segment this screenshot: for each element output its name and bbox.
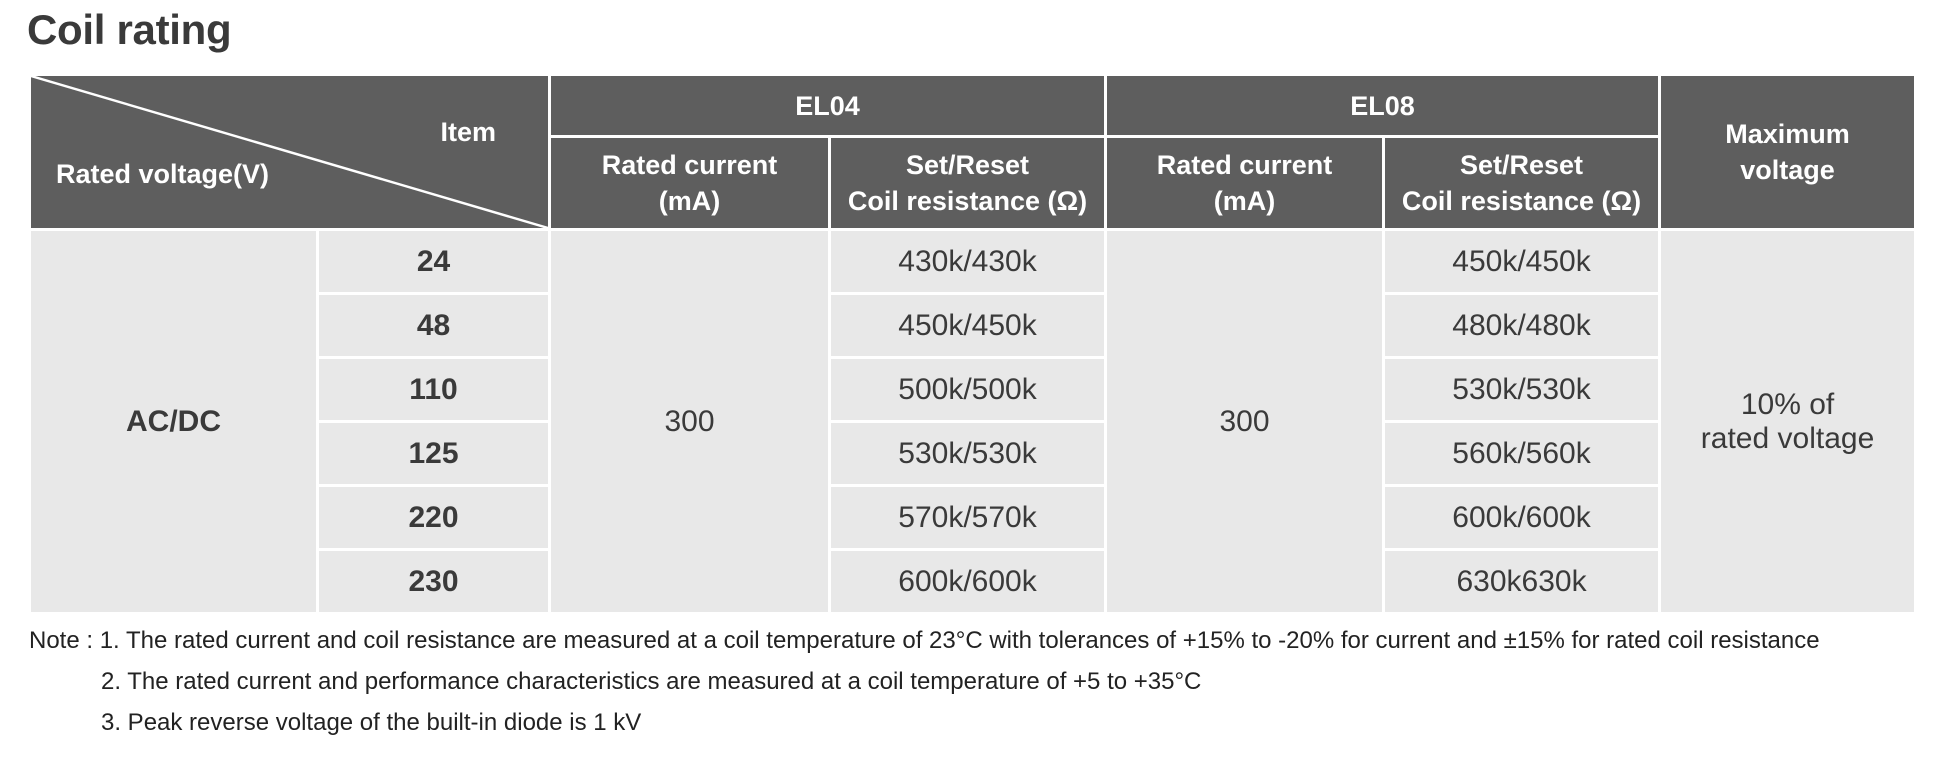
note-3: 3. Peak reverse voltage of the built-in … [101,709,642,736]
diagonal-divider [31,76,548,228]
coil-resistance-line1: Set/Reset [1459,150,1584,180]
rated-voltage-cell: 110 [316,356,551,423]
max-voltage-cell: 10% of rated voltage [1658,228,1918,615]
max-voltage-line2: rated voltage [1700,421,1875,455]
el04-resistance-cell: 430k/430k [827,228,1108,295]
rated-current-line2: (mA) [658,186,721,216]
supply-type-cell: AC/DC [28,228,319,615]
el04-rated-current-header: Rated current (mA) [548,135,831,231]
table-row: 48 450k/450k 480k/480k [30,292,1916,359]
max-voltage-header-line2: voltage [1740,155,1835,185]
rated-voltage-cell: 125 [316,420,551,487]
el04-resistance-cell: 600k/600k [827,548,1108,615]
el08-resistance-cell: 630k630k [1382,548,1662,615]
rated-current-line2: (mA) [1213,186,1276,216]
table-row: 110 500k/500k 530k/530k [30,356,1916,423]
rated-current-line1: Rated current [1156,150,1333,180]
el04-resistance-cell: 450k/450k [827,292,1108,359]
el04-resistance-cell: 570k/570k [827,484,1108,551]
table-row: AC/DC 24 300 430k/430k 300 450k/450k 10%… [28,228,1918,615]
rated-voltage-label: Rated voltage(V) [56,159,270,189]
coil-resistance-line2: Coil resistance (Ω) [847,186,1088,216]
el08-resistance-cell: 600k/600k [1382,484,1662,551]
el08-resistance-cell: 560k/560k [1382,420,1662,487]
note-1: Note : 1. The rated current and coil res… [29,627,1820,654]
table-row: 230 600k/600k 630k630k [30,548,1916,615]
rated-voltage-cell: 230 [316,548,551,615]
el04-resistance-cell: 500k/500k [827,356,1108,423]
coil-resistance-line1: Set/Reset [905,150,1030,180]
rated-voltage-cell: 48 [316,292,551,359]
el08-resistance-cell: 450k/450k [1382,228,1662,295]
table-row: 125 530k/530k 560k/560k [30,420,1916,487]
header-row-columns: Rated current (mA) Set/Reset Coil resist… [30,135,1916,231]
header-corner-cell: Item Rated voltage(V) [28,73,551,231]
rated-current-line1: Rated current [601,150,778,180]
el04-coil-resistance-header: Set/Reset Coil resistance (Ω) [827,135,1108,231]
model-el04-header: EL04 [547,73,1108,138]
coil-resistance-line2: Coil resistance (Ω) [1401,186,1642,216]
rated-voltage-cell: 24 [316,228,551,295]
notes-section: Note : 1. The rated current and coil res… [29,620,1820,743]
coil-rating-table: Item Rated voltage(V) EL04 EL08 Maximum … [28,73,1918,615]
max-voltage-header-line1: Maximum [1725,119,1850,149]
page-title: Coil rating [27,6,232,53]
el08-resistance-cell: 480k/480k [1382,292,1662,359]
model-el08-header: EL08 [1104,73,1662,138]
el04-resistance-cell: 530k/530k [827,420,1108,487]
el04-rated-current-cell: 300 [548,228,831,615]
item-label: Item [440,117,496,147]
el08-coil-resistance-header: Set/Reset Coil resistance (Ω) [1382,135,1662,231]
el08-resistance-cell: 530k/530k [1382,356,1662,423]
header-row-models: Item Rated voltage(V) EL04 EL08 Maximum … [28,73,1918,231]
note-2: 2. The rated current and performance cha… [101,668,1202,695]
max-voltage-header: Maximum voltage [1658,73,1918,231]
max-voltage-line1: 10% of [1740,387,1835,421]
el08-rated-current-header: Rated current (mA) [1104,135,1386,231]
table-row: 220 570k/570k 600k/600k [30,484,1916,551]
el08-rated-current-cell: 300 [1104,228,1386,615]
rated-voltage-cell: 220 [316,484,551,551]
